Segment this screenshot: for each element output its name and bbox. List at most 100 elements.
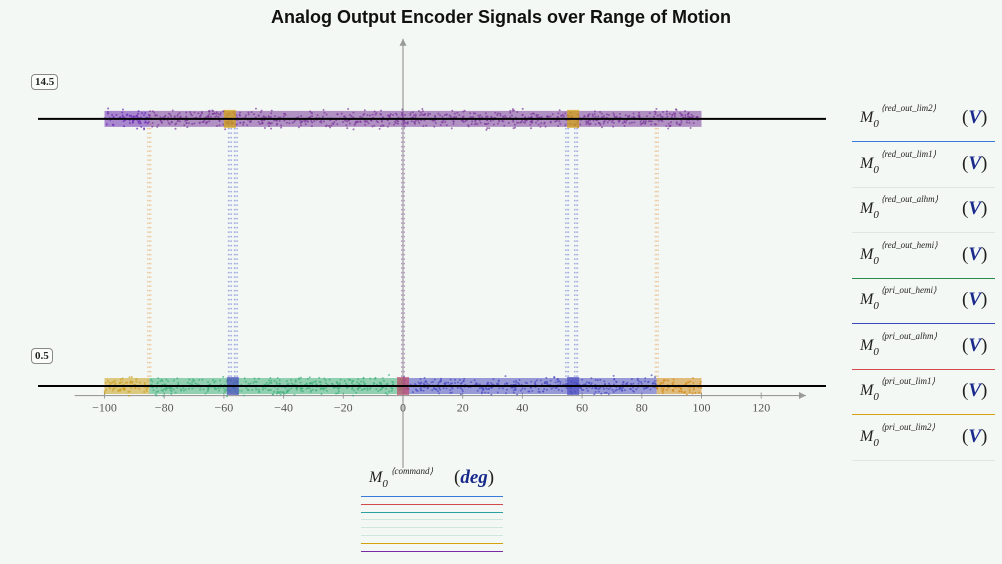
legend-item[interactable]: M0 ⟨red_out_lim1⟩ (V) bbox=[852, 143, 995, 188]
data-point bbox=[396, 120, 399, 123]
data-point bbox=[254, 107, 257, 110]
data-point bbox=[445, 113, 448, 116]
data-point bbox=[338, 382, 341, 385]
transition-line bbox=[565, 118, 570, 386]
legend-item[interactable]: M0 ⟨red_out_hemi⟩ (V) bbox=[852, 234, 995, 279]
data-point bbox=[320, 393, 323, 396]
marker-low[interactable]: 0.5 bbox=[31, 348, 53, 364]
legend-item[interactable]: M0 ⟨pri_out_lim2⟩ (V) bbox=[852, 416, 995, 461]
x-legend-name: M bbox=[369, 469, 383, 486]
data-point bbox=[273, 390, 276, 393]
data-point bbox=[534, 380, 537, 383]
legend-item[interactable]: M0 ⟨red_out_alhm⟩ (V) bbox=[852, 188, 995, 233]
data-point bbox=[357, 388, 360, 391]
data-point bbox=[290, 382, 293, 385]
data-point bbox=[535, 121, 538, 124]
data-point bbox=[290, 387, 293, 390]
data-point bbox=[199, 115, 202, 118]
data-point bbox=[544, 380, 547, 383]
data-point bbox=[214, 380, 217, 383]
legend-unit: (V) bbox=[962, 425, 988, 447]
data-point bbox=[654, 376, 657, 379]
x-tick-label: 60 bbox=[576, 401, 588, 415]
data-point bbox=[357, 378, 360, 381]
data-point bbox=[298, 378, 301, 381]
data-point bbox=[632, 382, 635, 385]
data-point bbox=[126, 113, 129, 116]
data-point bbox=[557, 377, 560, 380]
data-point bbox=[417, 109, 420, 112]
data-point bbox=[222, 123, 225, 126]
data-point bbox=[594, 378, 597, 381]
data-point bbox=[359, 115, 362, 118]
x-axis-legend: M0 ⟨command⟩ (deg) bbox=[369, 466, 495, 490]
data-point bbox=[539, 379, 542, 382]
data-point bbox=[671, 113, 674, 116]
data-point bbox=[484, 387, 487, 390]
data-point bbox=[251, 388, 254, 391]
data-point bbox=[587, 119, 590, 122]
data-point bbox=[666, 386, 669, 389]
data-point bbox=[667, 122, 670, 125]
data-point bbox=[213, 387, 216, 390]
data-point bbox=[612, 114, 615, 117]
data-point bbox=[565, 387, 568, 390]
data-point bbox=[449, 392, 452, 395]
legend-item[interactable]: M0 ⟨pri_out_alhm⟩ (V) bbox=[852, 325, 995, 370]
data-point bbox=[320, 119, 323, 122]
data-point bbox=[154, 114, 157, 117]
data-point bbox=[585, 122, 588, 125]
data-point bbox=[693, 386, 696, 389]
data-point bbox=[512, 127, 515, 130]
data-point bbox=[521, 113, 524, 116]
data-point bbox=[684, 114, 687, 117]
data-point bbox=[621, 122, 624, 125]
data-point bbox=[135, 378, 138, 381]
data-point bbox=[534, 383, 537, 386]
legend-item[interactable]: M0 ⟨red_out_lim2⟩ (V) bbox=[852, 97, 995, 142]
data-point bbox=[512, 120, 515, 123]
legend-unit: (V) bbox=[962, 289, 988, 310]
data-point bbox=[131, 380, 134, 383]
data-point bbox=[688, 388, 691, 391]
data-point bbox=[349, 379, 352, 382]
data-point bbox=[481, 391, 484, 394]
data-point bbox=[464, 120, 467, 123]
data-point bbox=[427, 112, 430, 115]
marker-high[interactable]: 14.5 bbox=[31, 74, 59, 90]
data-point bbox=[191, 381, 194, 384]
data-point bbox=[650, 120, 653, 123]
x-tick-label: −100 bbox=[92, 401, 117, 415]
data-point bbox=[364, 123, 367, 126]
data-point bbox=[156, 125, 159, 128]
data-point bbox=[447, 381, 450, 384]
data-point bbox=[336, 123, 339, 126]
data-point bbox=[341, 121, 344, 124]
x-legend-line bbox=[361, 550, 503, 552]
data-point bbox=[343, 379, 346, 382]
data-point bbox=[662, 388, 665, 391]
data-point bbox=[149, 110, 152, 113]
legend-item[interactable]: M0 ⟨pri_out_lim1⟩ (V) bbox=[852, 370, 995, 415]
legend-item[interactable]: M0 ⟨pri_out_hemi⟩ (V) bbox=[852, 279, 995, 324]
x-tick-label: −80 bbox=[155, 401, 174, 415]
data-point bbox=[167, 112, 170, 115]
data-point bbox=[288, 122, 291, 125]
data-point bbox=[411, 391, 414, 394]
data-point bbox=[476, 123, 479, 126]
data-point bbox=[417, 119, 420, 122]
data-point bbox=[189, 111, 192, 114]
data-point bbox=[685, 121, 688, 124]
data-point bbox=[186, 126, 189, 129]
data-point bbox=[474, 123, 477, 126]
data-point bbox=[111, 113, 114, 116]
data-point bbox=[151, 110, 154, 113]
data-point bbox=[624, 114, 627, 117]
legend-subscript: 0 bbox=[873, 254, 879, 267]
data-point bbox=[690, 113, 693, 116]
data-point bbox=[335, 392, 338, 395]
data-point bbox=[379, 383, 382, 386]
data-point bbox=[143, 128, 146, 131]
data-point bbox=[243, 377, 246, 380]
data-point bbox=[393, 123, 396, 126]
